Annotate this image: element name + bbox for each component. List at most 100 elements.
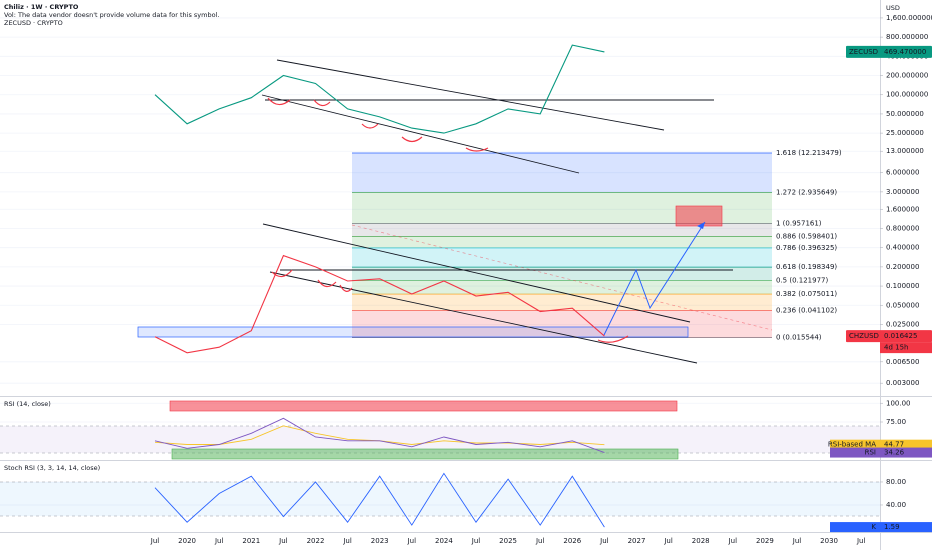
y-tick-label: 3.000000 xyxy=(886,188,919,196)
value-label-box xyxy=(830,439,932,450)
trendline xyxy=(276,59,665,131)
y-tick-label: 0.400000 xyxy=(886,244,919,252)
support-zone xyxy=(137,326,689,338)
pivot-arc xyxy=(271,269,629,343)
target-zone xyxy=(675,205,723,227)
fib-label: 0.786 (0.396325) xyxy=(776,244,837,252)
x-tick-label: Jul xyxy=(728,537,738,545)
value-label-value: 34.26 xyxy=(884,449,905,457)
x-tick-label: 2027 xyxy=(628,537,646,545)
rsi-band xyxy=(0,426,880,453)
x-tick-label: Jul xyxy=(535,537,545,545)
y-tick-label: 800.000000 xyxy=(886,33,928,41)
fib-zone xyxy=(352,223,772,237)
series-line xyxy=(154,472,605,528)
price-label-name: CHZUSD xyxy=(849,332,879,340)
y-tick-label: 0.100000 xyxy=(886,282,919,290)
price-label-name: ZECUSD xyxy=(849,48,878,56)
x-tick-label: Jul xyxy=(599,537,609,545)
value-label-name: K xyxy=(871,523,876,531)
fib-zone xyxy=(352,247,772,268)
fib-zone xyxy=(352,280,772,295)
y-tick-label: 80.00 xyxy=(886,478,906,486)
x-tick-label: 2028 xyxy=(692,537,710,545)
x-tick-label: Jul xyxy=(407,537,417,545)
x-tick-label: Jul xyxy=(663,537,673,545)
value-label-box xyxy=(830,447,932,458)
chart-subtitle: Vol: The data vendor doesn't provide vol… xyxy=(4,11,219,19)
y-tick-label: 0.050000 xyxy=(886,301,919,309)
value-label-name: RSI-based MA xyxy=(828,441,876,449)
x-tick-label: Jul xyxy=(214,537,224,545)
fib-label: 0.5 (0.121977) xyxy=(776,277,828,285)
x-tick-label: Jul xyxy=(471,537,481,545)
value-label-value: 44.77 xyxy=(884,441,904,449)
x-tick-label: Jul xyxy=(856,537,866,545)
price-label-box xyxy=(846,330,932,343)
fib-label: 0.236 (0.041102) xyxy=(776,307,837,315)
dashed-trendline xyxy=(351,224,773,331)
rsi-highlight xyxy=(171,448,679,460)
x-tick-label: 2030 xyxy=(820,537,838,545)
price-label-value: 0.016425 xyxy=(884,332,917,340)
y-tick-label: 1.600000 xyxy=(886,205,919,213)
value-label-name: RSI xyxy=(865,449,876,457)
y-tick-label: 50.000000 xyxy=(886,110,924,118)
price-label-box xyxy=(846,45,932,58)
titles: Chiliz · 1W · CRYPTO Vol: The data vendo… xyxy=(4,3,900,472)
arrow-head xyxy=(697,222,705,229)
y-tick-label: 40.00 xyxy=(886,501,906,509)
fib-zone xyxy=(352,294,772,311)
y-tick-label: 0.003000 xyxy=(886,379,919,387)
value-label-value: 1.59 xyxy=(884,523,900,531)
value-label-box xyxy=(830,522,932,533)
fib-zone xyxy=(352,267,772,281)
y-tick-label: 25.000000 xyxy=(886,129,924,137)
x-tick-label: 2024 xyxy=(435,537,453,545)
foreground-layer: Jul 2020 Jul 2021 Jul 2022 Jul 2023 Jul 2024 Jul 20… xyxy=(150,14,932,545)
x-tick-label: 2021 xyxy=(242,537,260,545)
y-tick-label: 0.025000 xyxy=(886,320,919,328)
background-layer xyxy=(0,17,880,506)
y-tick-label: 0.800000 xyxy=(886,224,919,232)
series-line xyxy=(154,254,605,354)
x-tick-label: Jul xyxy=(278,537,288,545)
x-tick-label: Jul xyxy=(792,537,802,545)
x-tick-label: 2020 xyxy=(178,537,196,545)
axis-label: USD xyxy=(886,4,900,12)
fib-label: 1.618 (12.213479) xyxy=(776,149,842,157)
pivot-arc xyxy=(267,97,489,152)
fib-zone xyxy=(352,310,772,338)
y-tick-label: 0.006500 xyxy=(886,358,919,366)
fib-zone xyxy=(352,236,772,248)
y-tick-label: 100.000000 xyxy=(886,91,928,99)
x-tick-label: 2029 xyxy=(756,537,774,545)
countdown-box xyxy=(880,342,932,354)
countdown: 4d 15h xyxy=(884,344,908,352)
fib-label: 1.272 (2.935649) xyxy=(776,188,837,196)
y-tick-label: 200.000000 xyxy=(886,72,928,80)
y-tick-label: 6.000000 xyxy=(886,169,919,177)
fib-label: 1 (0.957161) xyxy=(776,220,822,228)
chart-title: Chiliz · 1W · CRYPTO xyxy=(4,3,79,11)
fib-zone xyxy=(352,152,772,193)
x-tick-label: Jul xyxy=(150,537,160,545)
rsi-highlight xyxy=(169,400,678,412)
series-line xyxy=(154,417,605,454)
stoch-band xyxy=(0,482,880,516)
series-line xyxy=(154,44,605,134)
x-tick-label: Jul xyxy=(342,537,352,545)
trendline xyxy=(261,94,580,174)
x-tick-label: 2023 xyxy=(371,537,389,545)
price-label-value: 469.470000 xyxy=(884,48,926,56)
fib-label: 0.886 (0.598401) xyxy=(776,233,837,241)
projection-arrow xyxy=(603,221,706,336)
x-tick-label: 2026 xyxy=(563,537,581,545)
y-tick-label: 100.00 xyxy=(886,399,911,407)
x-tick-label: 2025 xyxy=(499,537,517,545)
fib-label: 0 (0.015544) xyxy=(776,334,822,342)
y-tick-label: 13.000000 xyxy=(886,147,924,155)
fib-label: 0.382 (0.075011) xyxy=(776,290,837,298)
